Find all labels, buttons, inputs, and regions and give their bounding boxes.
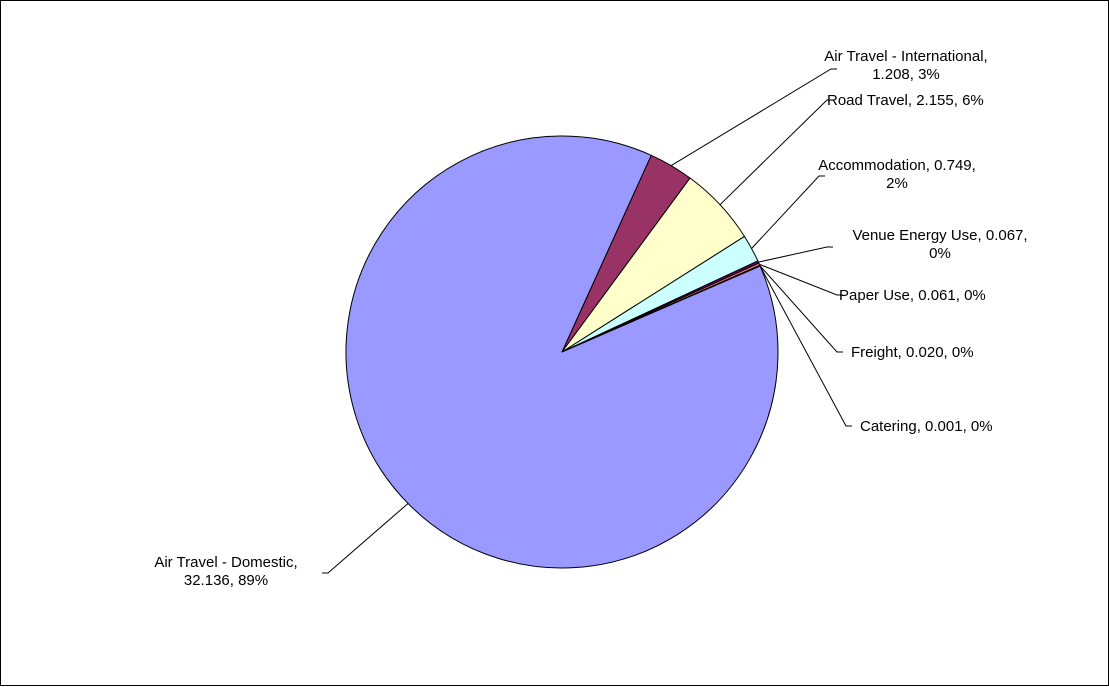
leader-line-paper-use [759, 263, 843, 296]
data-label-line: Air Travel - Domestic, [154, 554, 297, 571]
data-label-air-travel-domestic: Air Travel - Domestic, 32.136, 89% [154, 554, 297, 589]
data-label-line: Paper Use, 0.061, 0% [839, 287, 986, 304]
pie-labels: Air Travel - International, 1.208, 3% Road… [154, 48, 1027, 589]
data-label-accommodation: Accommodation, 0.749, 2% [818, 157, 976, 192]
data-label-line: Road Travel, 2.155, 6% [827, 92, 984, 109]
data-label-line: 2% [886, 175, 908, 192]
pie-slices [345, 135, 779, 569]
pie-slice-air-travel-domestic [345, 135, 779, 569]
data-label-catering: Catering, 0.001, 0% [860, 418, 993, 435]
leader-line-air-travel-domestic [322, 503, 409, 574]
data-label-line: Accommodation, 0.749, [818, 157, 976, 174]
data-label-line: 32.136, 89% [184, 572, 268, 589]
data-label-air-travel-international: Air Travel - International, 1.208, 3% [824, 48, 987, 83]
data-label-venue-energy-use: Venue Energy Use, 0.067, 0% [852, 227, 1027, 262]
data-label-line: Freight, 0.020, 0% [851, 344, 974, 361]
leader-line-freight [759, 265, 843, 353]
data-label-line: Catering, 0.001, 0% [860, 418, 993, 435]
data-label-line: Air Travel - International, [824, 48, 987, 65]
data-label-road-travel: Road Travel, 2.155, 6% [827, 92, 984, 109]
data-label-freight: Freight, 0.020, 0% [851, 344, 974, 361]
data-label-line: 0% [929, 245, 951, 262]
leader-line-air-travel-international [670, 68, 837, 167]
data-label-line: 1.208, 3% [872, 66, 940, 83]
data-label-paper-use: Paper Use, 0.061, 0% [839, 287, 986, 304]
data-label-line: Venue Energy Use, 0.067, [852, 227, 1027, 244]
leader-line-venue-energy-use [758, 246, 833, 263]
leader-line-road-travel [719, 99, 833, 206]
leader-line-catering [759, 265, 852, 427]
leader-line-accommodation [751, 175, 825, 249]
